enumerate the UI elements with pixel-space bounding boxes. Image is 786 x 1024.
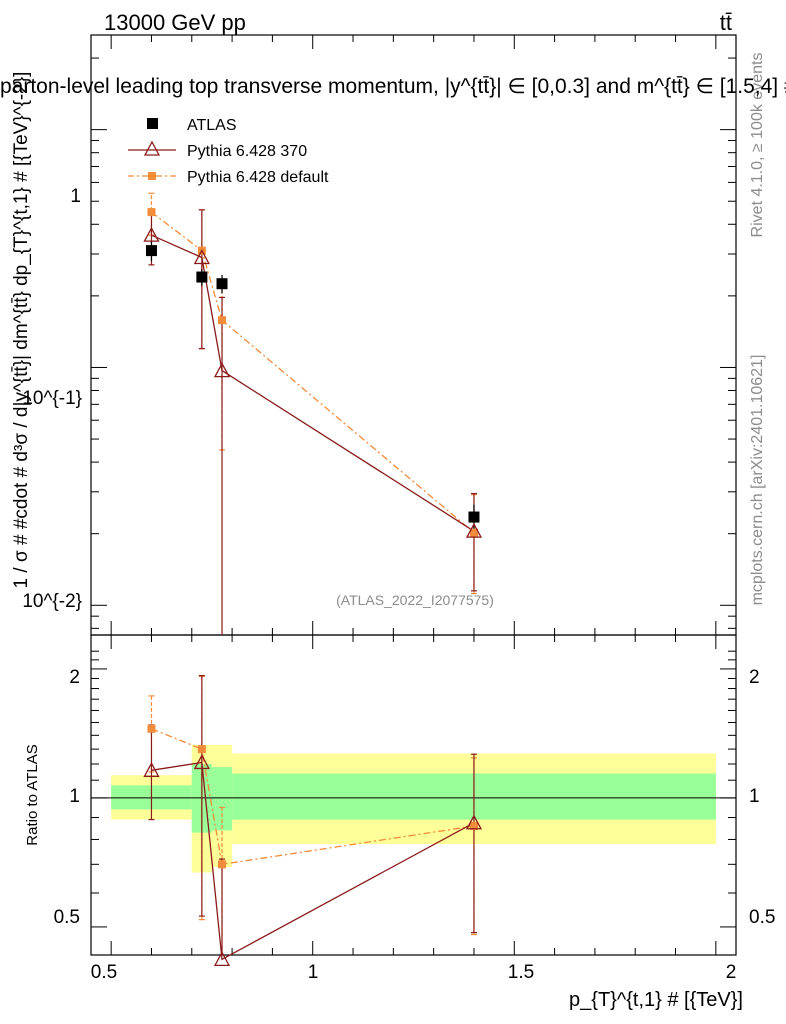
- legend-pythia-default-marker: [148, 172, 156, 180]
- legend-atlas-label: ATLAS: [187, 117, 237, 134]
- ratio-pythia370-point: [213, 951, 231, 967]
- atlas-point: [145, 245, 157, 257]
- ratio-pythia370-point: [143, 761, 160, 777]
- plot-title: parton-level leading top transverse mome…: [0, 75, 786, 98]
- rivet-version-label: Rivet 4.1.0, ≥ 100k events: [749, 53, 766, 238]
- x-tick-label-0.5: 0.5: [91, 962, 117, 983]
- pythia-default-point: [218, 316, 227, 325]
- pythia370-point: [193, 249, 210, 265]
- pythia370-point: [143, 226, 160, 242]
- y-tick-label-1: 1: [70, 186, 81, 207]
- atlas-point: [196, 271, 208, 283]
- x-tick-label-1: 1: [308, 962, 319, 983]
- ratio-y-tick-label-1: 1: [69, 786, 80, 807]
- ratio-band-inner-2: [211, 767, 233, 831]
- ratio-y-tick-label-0.5: 0.5: [54, 907, 80, 928]
- ratio-pythia-default-point: [218, 860, 227, 869]
- atlas-point: [468, 511, 480, 523]
- ratio-axis-ticks: [91, 635, 736, 955]
- ratio-plot-frame: [90, 634, 737, 956]
- ratio-y-axis-title: Ratio to ATLAS: [24, 744, 41, 845]
- pythia370-line: [151, 234, 475, 532]
- ratio-y-tick-label-2: 2: [69, 667, 80, 688]
- ratio-pythia-default-point: [147, 724, 156, 733]
- legend: ATLAS Pythia 6.428 370 Pythia 6.428 defa…: [128, 117, 329, 186]
- x-tick-label-2: 2: [726, 962, 737, 983]
- ratio-pythia370-point: [193, 754, 210, 770]
- main-y-tick-labels: 1 10^{-1} 10^{-2}: [22, 186, 82, 612]
- atlas-point: [216, 278, 228, 290]
- legend-pythia-default-label: Pythia 6.428 default: [187, 169, 329, 186]
- pythia-default-point: [469, 528, 478, 537]
- pythia-default-line: [151, 211, 475, 534]
- ratio-pythia370-line: [151, 761, 475, 961]
- pythia370-point: [465, 522, 483, 538]
- ratio-pythia370-point: [465, 814, 483, 830]
- ratio-data-series: [143, 674, 483, 967]
- legend-atlas-marker: [147, 118, 158, 129]
- x-tick-label-1.5: 1.5: [508, 962, 534, 983]
- ratio-y-tick-label-2-right: 2: [749, 667, 760, 688]
- pythia370-point: [213, 362, 231, 378]
- y-tick-label-0.01: 10^{-2}: [22, 591, 82, 612]
- y-tick-label-0.1: 10^{-1}: [22, 388, 82, 409]
- ratio-pythia-default-point: [469, 822, 478, 831]
- analysis-watermark: (ATLAS_2022_I2077575): [336, 592, 494, 608]
- main-axis-ticks: [91, 35, 736, 635]
- x-tick-labels: 0.5 1 1.5 2: [91, 962, 737, 983]
- main-data-series: [143, 192, 483, 635]
- pythia-default-point: [147, 208, 156, 217]
- legend-pythia370-label: Pythia 6.428 370: [187, 143, 307, 160]
- ratio-y-tick-label-1-right: 1: [749, 786, 760, 807]
- ratio-y-tick-label-0.5-right: 0.5: [749, 907, 775, 928]
- ratio-pythia-default-point: [197, 745, 206, 754]
- process-label: tt̄: [720, 10, 732, 35]
- main-y-axis-title: 1 / σ # #cdot # d³σ / d|y^{tt̄}| dm^{tt̄…: [11, 72, 32, 589]
- x-axis-title: p_{T}^{t,1} # [{TeV}]: [569, 989, 743, 1011]
- legend-pythia370-marker: [143, 140, 161, 156]
- ratio-y-tick-labels: 2 1 0.5 2 1 0.5: [54, 667, 776, 928]
- mcplots-label: mcplots.cern.ch [arXiv:2401.10621]: [749, 355, 766, 606]
- energy-label: 13000 GeV pp: [104, 10, 246, 35]
